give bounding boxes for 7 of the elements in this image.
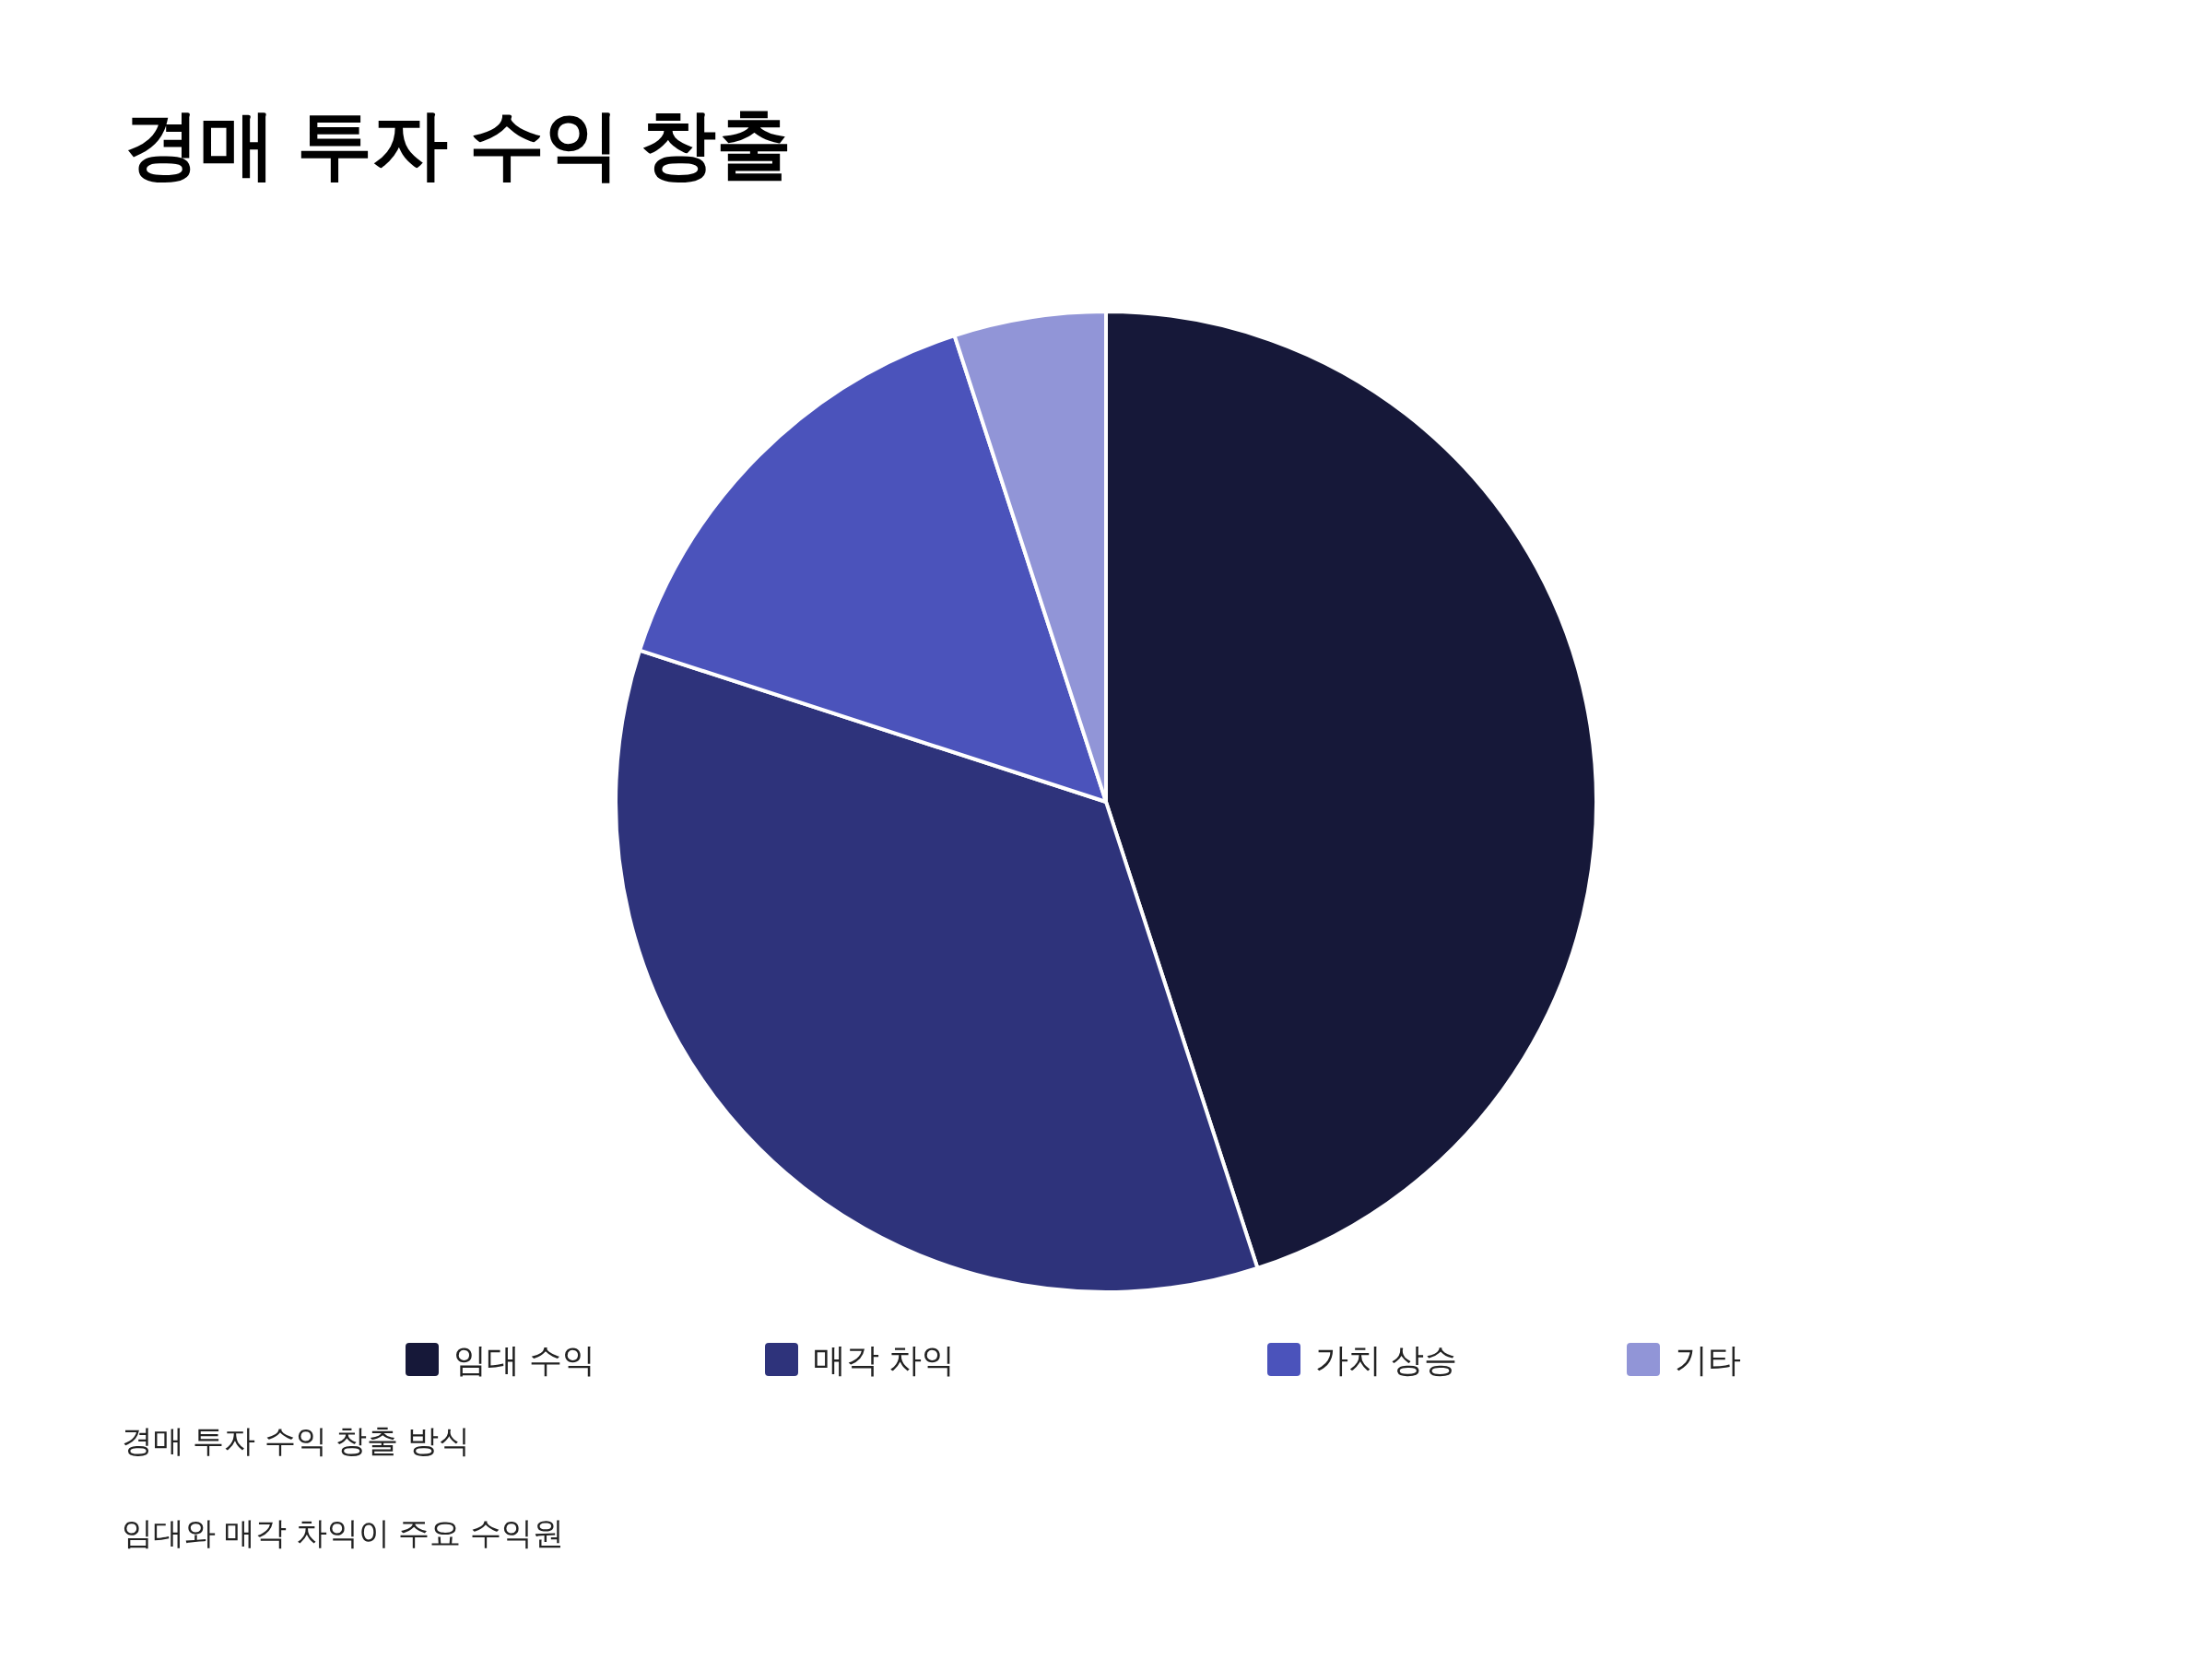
text: 경매 투자 수익 창출 방식 (122, 1423, 470, 1458)
text: 임대와 매각 차익이 주요 수익원 (122, 1515, 564, 1550)
chart-title: 경매 투자 수익 창출 (124, 102, 793, 186)
legend-label: 매각 차익 (813, 1341, 956, 1379)
legend-label: 임대 수익 (453, 1341, 596, 1379)
legend-label: 기타 (1675, 1341, 1741, 1379)
legend-label: 가치 상승 (1315, 1341, 1458, 1379)
